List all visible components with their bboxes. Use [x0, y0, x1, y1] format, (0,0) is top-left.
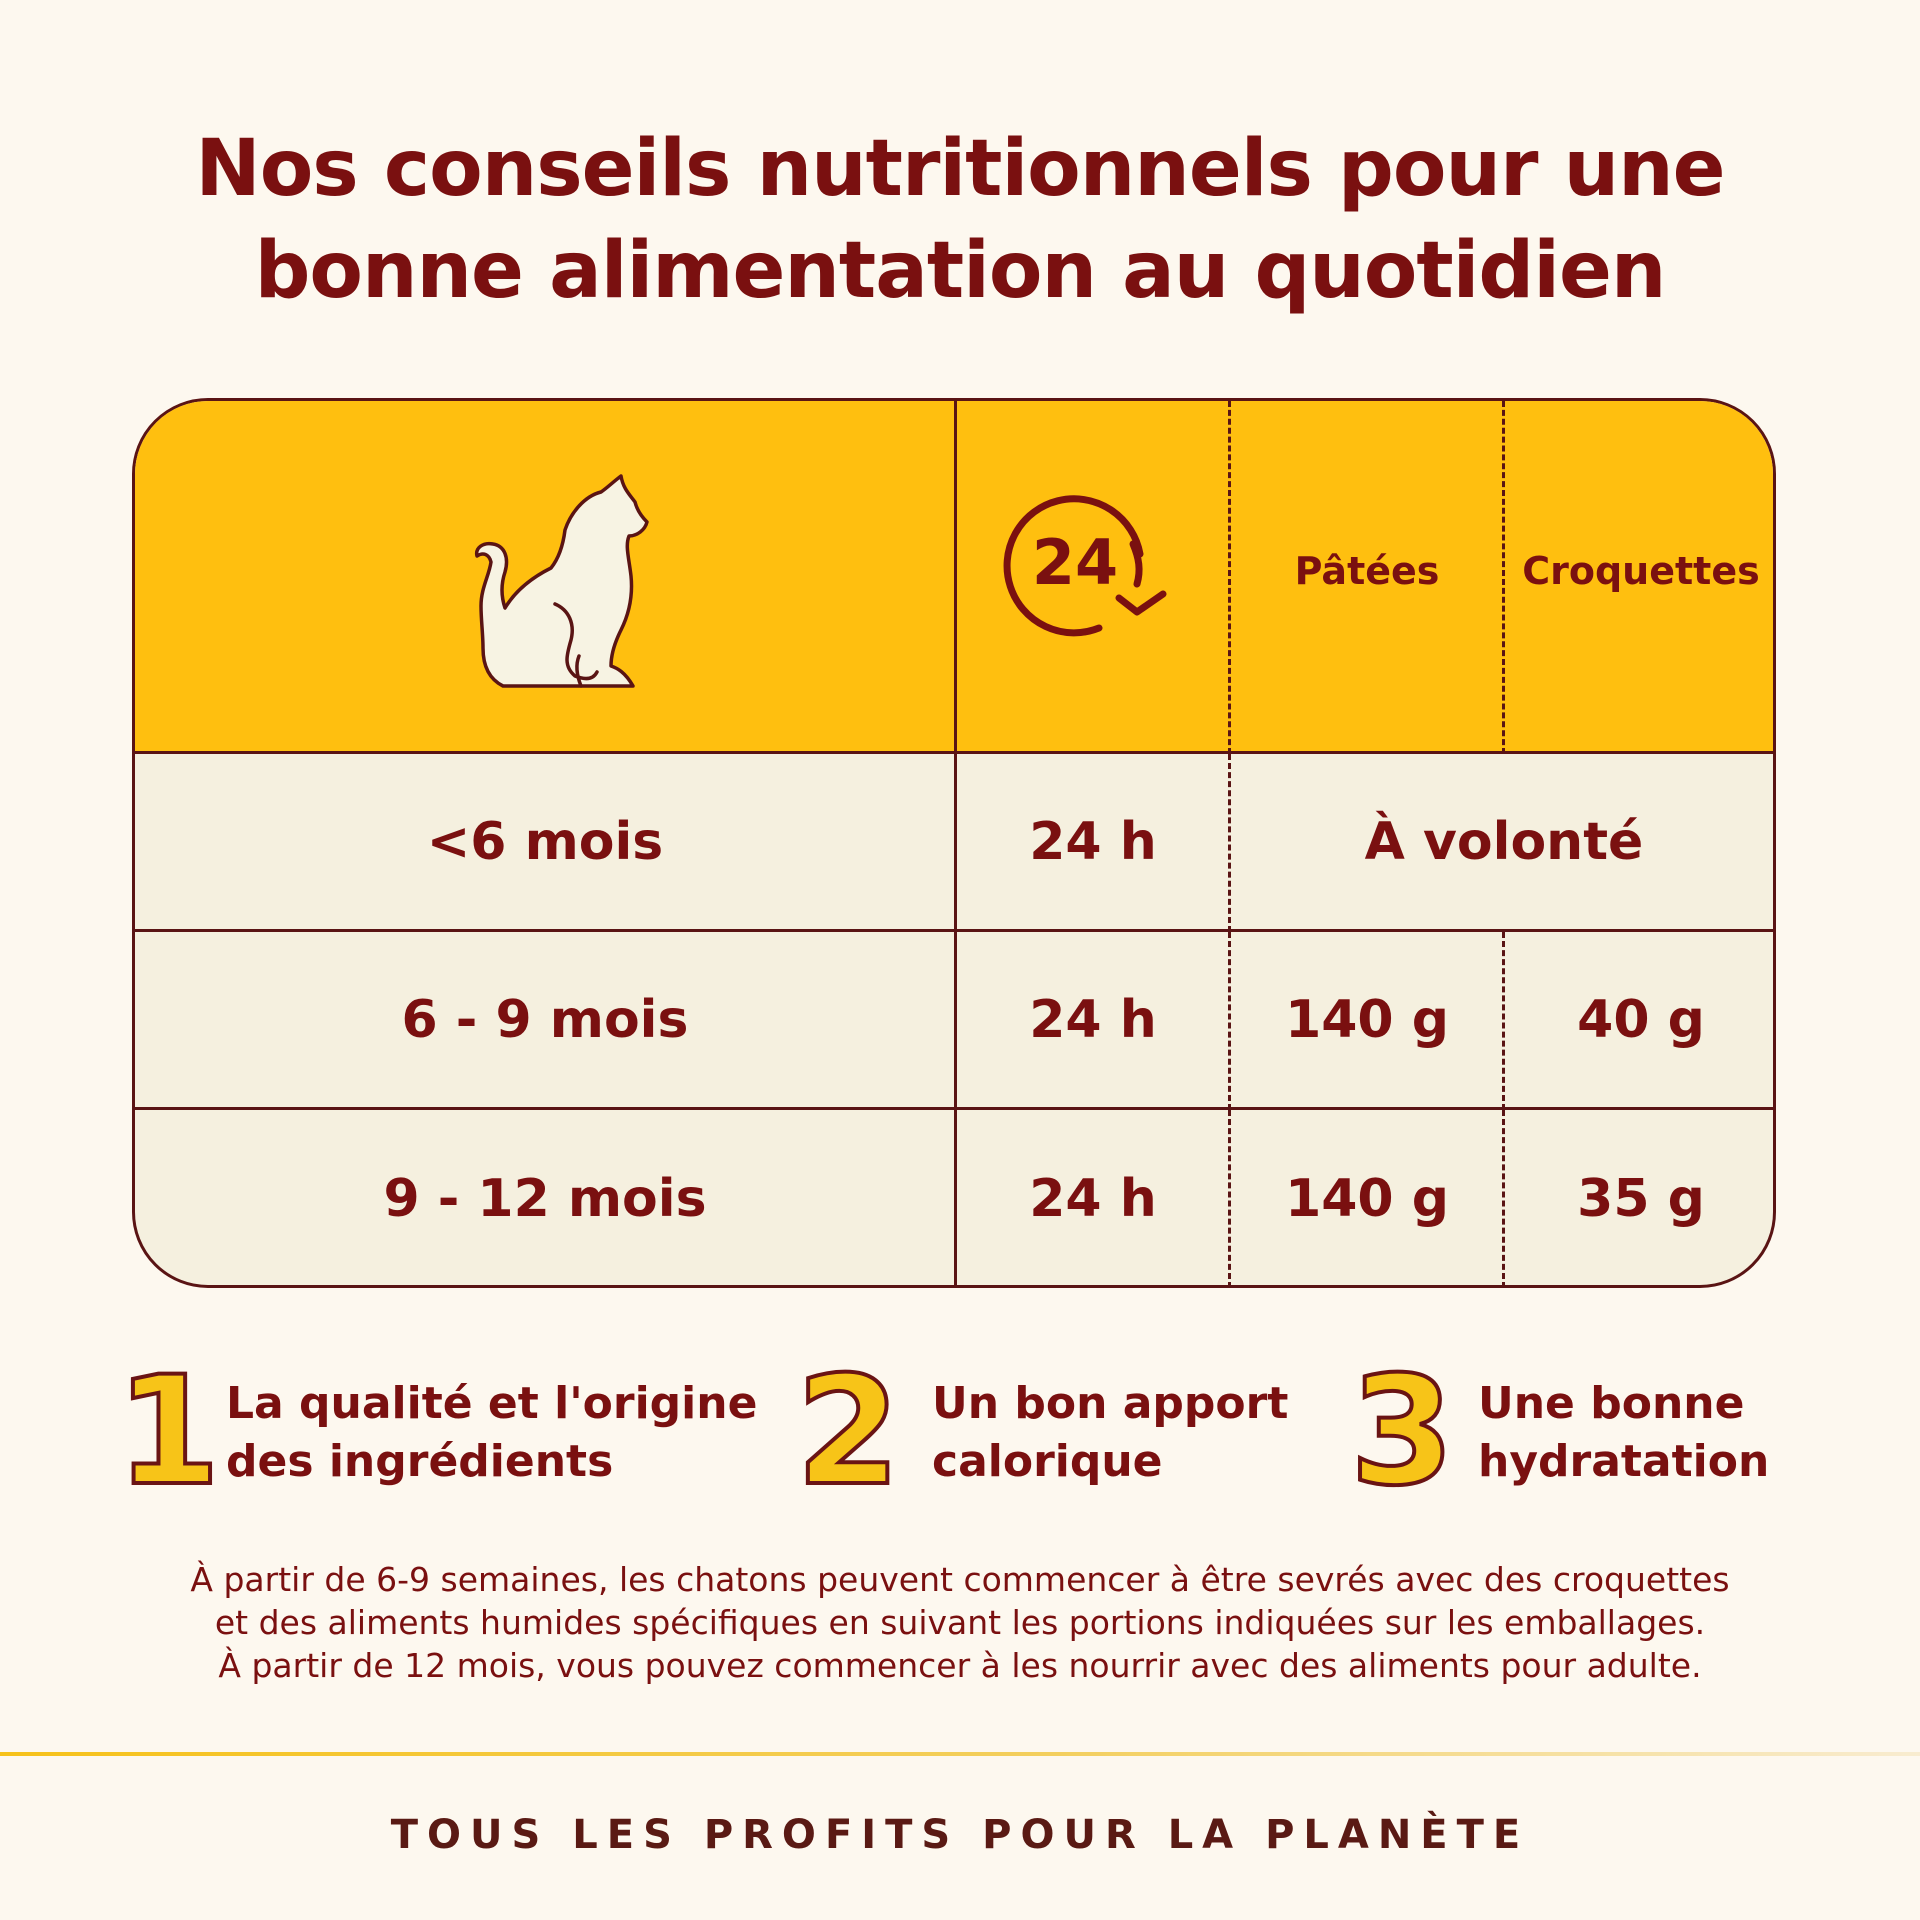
cat-silhouette-icon [474, 473, 649, 688]
header-divider [954, 401, 957, 751]
tips-list: 1 La qualité et l'origine des ingrédient… [0, 1355, 1920, 1509]
tip-line-2: des ingrédients [226, 1436, 614, 1487]
row-age: <6 mois [426, 811, 664, 872]
weaning-note: À partir de 6-9 semaines, les chatons pe… [0, 1558, 1920, 1687]
note-line-2: et des aliments humides spécifiques en s… [214, 1603, 1706, 1642]
tip-number: 1 [114, 1345, 222, 1519]
footer-divider [0, 1752, 1920, 1756]
row-patees: 140 g [1285, 1169, 1449, 1229]
row-croquettes: 35 g [1577, 1169, 1705, 1229]
tip-number: 2 [794, 1345, 902, 1519]
tip-label: Un bon apport calorique [932, 1375, 1288, 1491]
title-line-1: Nos conseils nutritionnels pour une [195, 124, 1725, 214]
header-patees: Pâtées [1294, 548, 1440, 593]
row-dash [1228, 1110, 1231, 1285]
header-croquettes: Croquettes [1522, 548, 1760, 593]
row-duration: 24 h [1029, 1169, 1157, 1229]
title-line-2: bonne alimentation au quotidien [254, 226, 1667, 316]
table-row: 6 - 9 mois 24 h 140 g 40 g [135, 932, 1773, 1110]
header-cat-cell [135, 401, 955, 754]
feeding-table: 24 Pâtées Croquettes <6 mois 24 h À volo… [132, 398, 1776, 1288]
tip-label: La qualité et l'origine des ingrédients [226, 1375, 757, 1491]
row-croquettes: 40 g [1577, 989, 1705, 1050]
row-age: 6 - 9 mois [401, 989, 689, 1050]
row-dash [1228, 754, 1231, 932]
row-dash [1228, 932, 1231, 1110]
note-line-3: À partir de 12 mois, vous pouvez commenc… [218, 1646, 1702, 1685]
tip-line-1: Une bonne [1478, 1378, 1745, 1429]
row-dash [1502, 932, 1505, 1110]
tip-item: 2 Un bon apport calorique [794, 1355, 1336, 1509]
clock-24-label: 24 [1032, 526, 1118, 599]
header-dash-1 [1228, 401, 1231, 754]
header-dash-2 [1502, 401, 1505, 754]
page-title: Nos conseils nutritionnels pour une bonn… [0, 118, 1920, 322]
table-row: 9 - 12 mois 24 h 140 g 35 g [135, 1110, 1773, 1285]
row-age: 9 - 12 mois [383, 1169, 707, 1229]
tip-label: Une bonne hydratation [1478, 1375, 1769, 1491]
row-merged-value: À volonté [1364, 811, 1644, 872]
tip-item: 3 Une bonne hydratation [1348, 1355, 1910, 1509]
tip-line-1: La qualité et l'origine [226, 1378, 758, 1429]
tip-item: 1 La qualité et l'origine des ingrédient… [114, 1355, 796, 1509]
row-divider [954, 754, 957, 929]
table-header: 24 Pâtées Croquettes [135, 401, 1773, 754]
24h-clock-icon: 24 [1003, 494, 1167, 636]
table-row: <6 mois 24 h À volonté [135, 754, 1773, 932]
tip-line-2: hydratation [1478, 1436, 1770, 1487]
tip-line-1: Un bon apport [932, 1378, 1289, 1429]
note-line-1: À partir de 6-9 semaines, les chatons pe… [190, 1560, 1730, 1599]
row-dash [1502, 1110, 1505, 1285]
row-duration: 24 h [1029, 811, 1157, 872]
tip-line-2: calorique [932, 1436, 1163, 1487]
row-divider [954, 932, 957, 1107]
footer-tagline: TOUS LES PROFITS POUR LA PLANÈTE [390, 1812, 1530, 1858]
header-duration-cell: 24 [957, 401, 1229, 754]
tip-number: 3 [1348, 1345, 1456, 1519]
row-patees: 140 g [1285, 989, 1449, 1050]
row-divider [954, 1110, 957, 1285]
row-duration: 24 h [1029, 989, 1157, 1050]
